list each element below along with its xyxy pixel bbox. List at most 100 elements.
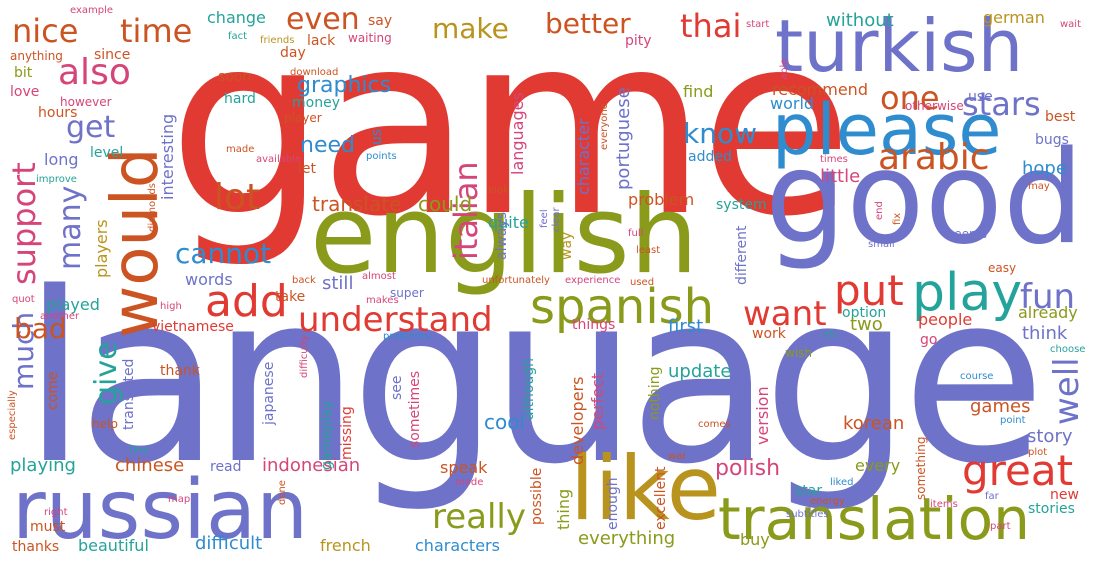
word-come: come xyxy=(45,371,61,410)
word-possible: possible xyxy=(529,467,545,525)
word-etc: etc xyxy=(823,329,839,340)
word-different: different xyxy=(734,225,750,285)
word-thanks: thanks xyxy=(12,539,60,555)
word-something: something xyxy=(914,436,928,500)
word-made: made xyxy=(226,144,255,155)
word-english: english xyxy=(310,173,699,298)
word-map: map xyxy=(168,494,191,505)
word-start: start xyxy=(746,19,770,30)
word-gameplay: gameplay xyxy=(319,400,335,470)
word-us: us xyxy=(369,128,385,145)
word-small: small xyxy=(868,239,895,250)
word-always: always xyxy=(494,211,510,260)
word-vietnamese: vietnamese xyxy=(152,319,234,335)
word-right: right xyxy=(44,507,68,518)
word-anything: anything xyxy=(10,49,63,63)
word-help: help xyxy=(92,417,118,431)
word-player: player xyxy=(284,111,322,125)
word-plot: plot xyxy=(1028,447,1048,458)
word-fun: fun xyxy=(1020,277,1076,317)
word-items: items xyxy=(930,499,958,510)
word-characters: characters xyxy=(415,536,500,555)
word-one: one xyxy=(880,79,940,117)
word-love: love xyxy=(10,84,40,100)
word-problem: problem xyxy=(628,190,695,209)
word-sometimes: sometimes xyxy=(407,370,423,448)
word-want: want xyxy=(743,294,827,334)
word-version: version xyxy=(753,386,772,445)
word-subtitles: subtitles xyxy=(786,509,829,520)
word-otherwise: otherwise xyxy=(905,99,964,113)
word-done: done xyxy=(277,480,288,505)
word-say: say xyxy=(368,13,393,29)
word-beautiful: beautiful xyxy=(78,536,149,555)
word-could: could xyxy=(418,192,473,216)
word-still: still xyxy=(322,273,354,294)
word-language: language xyxy=(22,243,1046,516)
word-quite: quite xyxy=(488,213,529,232)
word-world: world xyxy=(770,94,815,113)
word-players: players xyxy=(92,219,111,278)
word-back: back xyxy=(292,275,316,286)
word-seems: seems xyxy=(948,227,987,241)
word-put: put xyxy=(834,266,904,315)
word-diamonds: diamonds xyxy=(147,182,158,232)
word-especially: especially xyxy=(7,390,18,440)
word-waiting: waiting xyxy=(348,31,392,45)
word-interesting: interesting xyxy=(158,113,177,200)
word-things: things xyxy=(572,317,616,333)
word-quot: quot xyxy=(12,294,35,305)
word-speak: speak xyxy=(440,458,488,477)
word-update: update xyxy=(668,361,732,382)
word-new: new xyxy=(1050,487,1079,503)
word-two: two xyxy=(850,314,883,335)
word-translate: translate xyxy=(312,192,402,216)
word-stars: stars xyxy=(962,85,1041,123)
word-experience: experience xyxy=(565,275,621,286)
word-bugs: bugs xyxy=(1035,132,1069,148)
word-look: look xyxy=(488,185,509,196)
word-added: added xyxy=(688,149,732,165)
word-many: many xyxy=(53,185,88,270)
word-better: better xyxy=(545,7,631,40)
word-easy: easy xyxy=(988,261,1017,275)
word-german: german xyxy=(983,8,1045,27)
word-super: super xyxy=(390,286,424,300)
word-people: people xyxy=(918,310,973,329)
word-graphics: graphics xyxy=(297,73,392,98)
word-able: able xyxy=(779,58,790,80)
word-clear: clear xyxy=(551,207,562,232)
word-wish: wish xyxy=(785,346,813,360)
word-recommend: recommend xyxy=(772,80,868,99)
word-even: even xyxy=(286,2,360,37)
word-spanish: spanish xyxy=(530,279,715,335)
word-used: used xyxy=(630,277,655,288)
word-nice: nice xyxy=(12,12,79,50)
word-improve: improve xyxy=(36,174,77,185)
word-long: long xyxy=(44,150,79,169)
word-everyone: everyone xyxy=(599,103,610,150)
word-times: times xyxy=(820,154,848,165)
word-least: least xyxy=(636,245,661,256)
word-russian: russian xyxy=(12,463,309,558)
word-fact: fact xyxy=(228,31,248,42)
word-find: find xyxy=(683,82,714,101)
word-another: another xyxy=(40,311,80,322)
word-translated: translated xyxy=(121,358,137,430)
word-also: also xyxy=(58,52,131,93)
word-every: every xyxy=(855,456,901,475)
word-fine: fine xyxy=(130,445,149,456)
word-work: work xyxy=(752,326,786,342)
word-polish: polish xyxy=(715,456,781,481)
word-download: download xyxy=(290,67,339,78)
word-thai: thai xyxy=(680,7,742,45)
word-use: use xyxy=(968,89,993,105)
word-feel: feel xyxy=(539,209,550,228)
word-example: example xyxy=(70,5,114,16)
word-everything: everything xyxy=(578,528,676,549)
word-take: take xyxy=(275,289,306,305)
word-fix: fix xyxy=(892,212,903,225)
word-story: story xyxy=(1027,426,1073,447)
word-almost: almost xyxy=(362,271,396,282)
